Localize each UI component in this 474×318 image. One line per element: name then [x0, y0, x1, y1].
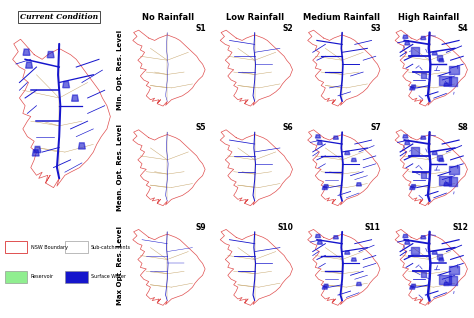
Text: S8: S8: [457, 123, 468, 132]
Polygon shape: [133, 229, 205, 305]
Text: S5: S5: [195, 123, 206, 132]
Polygon shape: [432, 251, 437, 254]
Polygon shape: [351, 258, 356, 261]
Polygon shape: [411, 85, 416, 88]
Polygon shape: [405, 42, 410, 45]
Polygon shape: [410, 186, 415, 190]
Polygon shape: [356, 183, 362, 186]
Text: Reservoir: Reservoir: [31, 274, 54, 280]
Polygon shape: [351, 158, 356, 162]
Polygon shape: [444, 83, 449, 86]
Polygon shape: [322, 186, 328, 190]
Polygon shape: [410, 286, 415, 289]
Polygon shape: [405, 241, 410, 244]
Polygon shape: [133, 30, 205, 106]
Text: S4: S4: [457, 24, 468, 32]
Polygon shape: [421, 236, 426, 239]
Polygon shape: [133, 130, 205, 206]
Text: High Rainfall: High Rainfall: [398, 13, 459, 22]
Text: S1: S1: [195, 24, 206, 32]
Polygon shape: [405, 142, 410, 145]
Text: S9: S9: [195, 223, 206, 232]
Polygon shape: [220, 30, 292, 106]
Polygon shape: [32, 150, 39, 156]
Polygon shape: [345, 151, 350, 155]
Polygon shape: [63, 81, 70, 88]
Polygon shape: [439, 258, 444, 261]
Polygon shape: [308, 30, 380, 106]
Text: S2: S2: [283, 24, 293, 32]
Text: NSW Boundary: NSW Boundary: [31, 245, 68, 250]
Text: Medium Rainfall: Medium Rainfall: [303, 13, 380, 22]
Polygon shape: [317, 241, 322, 244]
Polygon shape: [403, 135, 408, 138]
Polygon shape: [333, 136, 338, 139]
Text: Min. Opt. Res. Level: Min. Opt. Res. Level: [117, 30, 123, 110]
Polygon shape: [444, 282, 449, 286]
Polygon shape: [23, 49, 30, 55]
Bar: [5, 271, 27, 283]
Polygon shape: [315, 135, 320, 138]
Polygon shape: [220, 130, 292, 206]
Bar: [65, 271, 88, 283]
Text: S7: S7: [370, 123, 381, 132]
Text: Low Rainfall: Low Rainfall: [226, 13, 284, 22]
Polygon shape: [410, 87, 415, 90]
Text: No Rainfall: No Rainfall: [143, 13, 195, 22]
Polygon shape: [411, 185, 416, 188]
Polygon shape: [317, 142, 322, 145]
Polygon shape: [432, 52, 437, 55]
Polygon shape: [439, 158, 444, 162]
Text: S11: S11: [365, 223, 381, 232]
Polygon shape: [421, 37, 426, 40]
Polygon shape: [308, 229, 380, 305]
Text: S12: S12: [452, 223, 468, 232]
Polygon shape: [322, 286, 328, 289]
Polygon shape: [356, 282, 362, 286]
Polygon shape: [324, 284, 328, 287]
Polygon shape: [79, 143, 85, 149]
Polygon shape: [395, 130, 467, 206]
Text: S10: S10: [277, 223, 293, 232]
Polygon shape: [403, 35, 408, 38]
Polygon shape: [421, 136, 426, 139]
Text: S6: S6: [283, 123, 293, 132]
Polygon shape: [432, 151, 437, 155]
Polygon shape: [333, 236, 338, 239]
Polygon shape: [220, 229, 292, 305]
Text: Max Opt. Res. Level: Max Opt. Res. Level: [117, 226, 123, 305]
Polygon shape: [34, 146, 41, 153]
Text: Mean. Opt. Res. Level: Mean. Opt. Res. Level: [117, 124, 123, 211]
Polygon shape: [26, 62, 33, 68]
Text: Sub-catchments: Sub-catchments: [91, 245, 131, 250]
Polygon shape: [345, 251, 350, 254]
Polygon shape: [72, 95, 78, 101]
Text: Surface Water: Surface Water: [91, 274, 126, 280]
Polygon shape: [439, 59, 444, 62]
Polygon shape: [395, 229, 467, 305]
Polygon shape: [324, 185, 328, 188]
Polygon shape: [395, 30, 467, 106]
Polygon shape: [403, 234, 408, 238]
Bar: [5, 241, 27, 253]
Polygon shape: [444, 183, 449, 186]
Polygon shape: [308, 130, 380, 206]
Title: Current Condition: Current Condition: [20, 13, 98, 21]
Text: S3: S3: [370, 24, 381, 32]
Polygon shape: [13, 39, 110, 188]
Bar: [65, 241, 88, 253]
Polygon shape: [411, 284, 416, 287]
Polygon shape: [47, 52, 54, 58]
Polygon shape: [315, 234, 320, 238]
